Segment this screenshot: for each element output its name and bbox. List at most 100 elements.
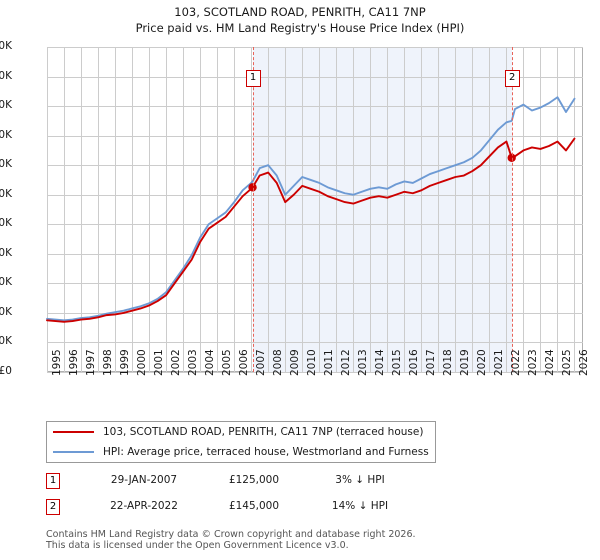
gridline-horizontal xyxy=(47,47,583,48)
transaction-hpi-delta: 3% ↓ HPI xyxy=(335,474,385,486)
gridline-vertical xyxy=(149,47,151,372)
y-tick-label: £80K xyxy=(0,246,12,259)
ownership-period-band xyxy=(252,47,512,372)
x-tick-label: 2025 xyxy=(561,349,574,376)
x-tick-label: 2002 xyxy=(170,349,183,376)
footer-line-2: This data is licensed under the Open Gov… xyxy=(46,540,349,551)
gridline-vertical xyxy=(404,47,406,372)
x-tick-label: 2013 xyxy=(357,349,370,376)
transaction-row[interactable]: 2 22-APR-2022 £145,000 14% ↓ HPI xyxy=(46,498,466,524)
transaction-row[interactable]: 1 29-JAN-2007 £125,000 3% ↓ HPI xyxy=(46,472,466,498)
legend-color-swatch xyxy=(53,431,94,433)
gridline-vertical xyxy=(523,47,525,372)
x-tick-label: 2008 xyxy=(272,349,285,376)
gridline-vertical xyxy=(353,47,355,372)
gridline-vertical xyxy=(234,47,236,372)
event-badge-2[interactable]: 2 xyxy=(504,70,520,87)
gridline-vertical xyxy=(370,47,372,372)
gridline-vertical xyxy=(200,47,202,372)
legend-item: 103, SCOTLAND ROAD, PENRITH, CA11 7NP (t… xyxy=(47,422,435,442)
x-tick-label: 1995 xyxy=(51,349,63,376)
gridline-horizontal xyxy=(47,194,583,196)
y-tick-label: £180K xyxy=(0,99,12,112)
series-lines xyxy=(46,96,576,323)
page-title: 103, SCOTLAND ROAD, PENRITH, CA11 7NP Pr… xyxy=(0,4,600,36)
x-tick-label: 1998 xyxy=(102,349,115,376)
gridline-horizontal xyxy=(47,283,583,285)
x-tick-label: 2022 xyxy=(510,349,523,376)
x-tick-label: 2024 xyxy=(544,349,557,376)
x-tick-label: 2014 xyxy=(374,349,387,376)
gridline-horizontal xyxy=(47,342,583,344)
gridline-vertical xyxy=(183,47,185,372)
gridline-vertical xyxy=(421,47,423,372)
gridline-vertical xyxy=(217,47,219,372)
gridline-horizontal xyxy=(47,135,583,137)
y-tick-label: £200K xyxy=(0,69,12,82)
transaction-date: 22-APR-2022 xyxy=(110,500,178,512)
x-tick-label: 2003 xyxy=(187,349,200,376)
x-tick-label: 2021 xyxy=(493,349,506,376)
gridline-horizontal xyxy=(47,253,583,255)
gridline-vertical xyxy=(557,47,559,372)
x-tick-label: 1997 xyxy=(85,349,98,376)
x-tick-label: 2006 xyxy=(238,349,251,376)
gridline-vertical xyxy=(302,47,304,372)
gridline-vertical xyxy=(166,47,168,372)
gridline-vertical xyxy=(98,47,100,372)
gridline-horizontal xyxy=(47,372,583,373)
x-tick-label: 2015 xyxy=(391,349,404,376)
transaction-list: 1 29-JAN-2007 £125,000 3% ↓ HPI 2 22-APR-2022… xyxy=(46,472,466,524)
legend-label: 103, SCOTLAND ROAD, PENRITH, CA11 7NP (t… xyxy=(103,426,424,438)
title-secondary: Price paid vs. HM Land Registry's House … xyxy=(135,21,465,35)
gridline-vertical xyxy=(81,47,83,372)
title-primary: 103, SCOTLAND ROAD, PENRITH, CA11 7NP xyxy=(174,5,426,19)
gridline-vertical xyxy=(455,47,457,372)
gridline-vertical xyxy=(506,47,508,372)
gridline-vertical xyxy=(319,47,321,372)
x-tick-label: 2001 xyxy=(153,349,166,376)
gridline-vertical xyxy=(540,47,542,372)
legend-label: HPI: Average price, terraced house, West… xyxy=(103,446,429,458)
x-tick-label: 1999 xyxy=(119,349,132,376)
legend-color-swatch xyxy=(53,451,94,453)
gridline-vertical xyxy=(47,47,48,372)
sale-point-marker[interactable] xyxy=(507,153,516,162)
y-tick-label: £160K xyxy=(0,128,12,141)
x-tick-label: 2012 xyxy=(340,349,353,376)
gridline-vertical xyxy=(387,47,389,372)
x-tick-label: 2026 xyxy=(578,349,591,376)
x-tick-label: 2000 xyxy=(136,349,149,376)
x-tick-label: 2005 xyxy=(221,349,234,376)
x-tick-label: 2016 xyxy=(408,349,421,376)
x-tick-label: 2017 xyxy=(425,349,438,376)
series-line xyxy=(46,96,576,322)
y-tick-label: £120K xyxy=(0,187,12,200)
x-tick-label: 2020 xyxy=(476,349,489,376)
x-tick-label: 2023 xyxy=(527,349,540,376)
gridline-horizontal xyxy=(47,224,583,226)
x-tick-label: 2010 xyxy=(306,349,319,376)
gridline-vertical xyxy=(472,47,474,372)
gridline-vertical xyxy=(268,47,270,372)
gridline-horizontal xyxy=(47,106,583,108)
x-tick-label: 2007 xyxy=(255,349,268,376)
gridline-vertical xyxy=(64,47,66,372)
transaction-hpi-delta: 14% ↓ HPI xyxy=(331,500,389,512)
gridline-vertical xyxy=(574,47,576,372)
gridline-vertical xyxy=(489,47,491,372)
event-line-1 xyxy=(252,47,254,372)
event-badge-1[interactable]: 1 xyxy=(245,70,261,87)
x-tick-label: 2011 xyxy=(323,349,336,376)
x-tick-label: 1996 xyxy=(68,349,81,376)
chart-legend: 103, SCOTLAND ROAD, PENRITH, CA11 7NP (t… xyxy=(46,421,436,463)
y-tick-label: £60K xyxy=(0,276,12,289)
x-tick-label: 2019 xyxy=(459,349,472,376)
gridline-vertical xyxy=(251,47,253,372)
gridline-vertical xyxy=(438,47,440,372)
x-tick-label: 2009 xyxy=(289,349,302,376)
y-tick-label: £100K xyxy=(0,217,12,230)
gridline-vertical xyxy=(115,47,117,372)
event-line-2 xyxy=(511,47,513,372)
